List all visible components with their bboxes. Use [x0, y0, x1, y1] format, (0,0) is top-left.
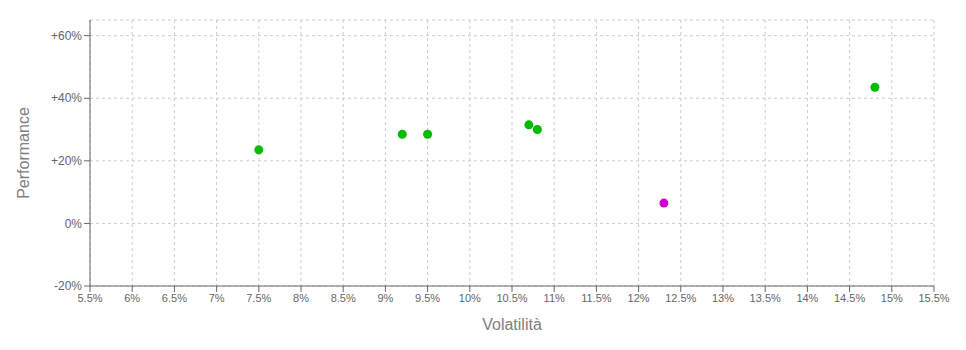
svg-text:10%: 10%: [459, 292, 481, 304]
svg-text:5.5%: 5.5%: [77, 292, 102, 304]
svg-text:14%: 14%: [796, 292, 818, 304]
svg-text:9%: 9%: [377, 292, 393, 304]
svg-text:6.5%: 6.5%: [162, 292, 187, 304]
svg-text:+40%: +40%: [51, 91, 82, 105]
svg-text:15%: 15%: [881, 292, 903, 304]
svg-text:7%: 7%: [209, 292, 225, 304]
svg-text:7.5%: 7.5%: [246, 292, 271, 304]
svg-text:6%: 6%: [124, 292, 140, 304]
svg-text:+20%: +20%: [51, 154, 82, 168]
svg-text:10.5%: 10.5%: [496, 292, 527, 304]
svg-text:12.5%: 12.5%: [665, 292, 696, 304]
svg-text:9.5%: 9.5%: [415, 292, 440, 304]
svg-text:12%: 12%: [628, 292, 650, 304]
svg-text:14.5%: 14.5%: [834, 292, 865, 304]
svg-text:11.5%: 11.5%: [581, 292, 612, 304]
svg-text:Performance: Performance: [15, 107, 32, 199]
svg-text:8%: 8%: [293, 292, 309, 304]
svg-text:11%: 11%: [544, 292, 565, 304]
svg-text:13.5%: 13.5%: [750, 292, 781, 304]
svg-text:13%: 13%: [712, 292, 734, 304]
svg-text:8.5%: 8.5%: [331, 292, 356, 304]
svg-text:0%: 0%: [65, 217, 83, 231]
svg-text:+60%: +60%: [51, 29, 82, 43]
svg-text:15.5%: 15.5%: [918, 292, 949, 304]
svg-text:-20%: -20%: [54, 279, 82, 293]
svg-text:Volatilità: Volatilità: [482, 316, 542, 333]
